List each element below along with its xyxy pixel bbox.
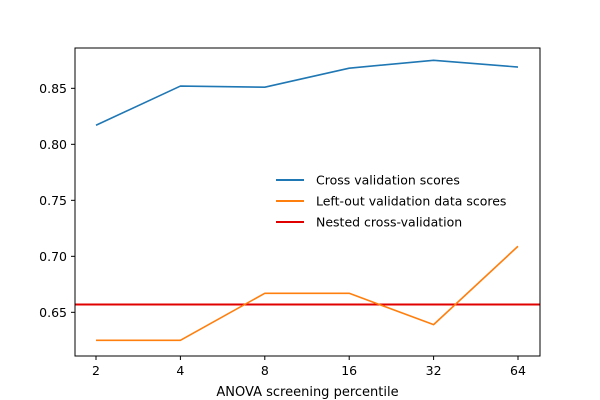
x-tick-label: 32 <box>426 363 442 378</box>
legend-label-3: Nested cross-validation <box>316 215 462 230</box>
x-tick-label: 2 <box>92 363 100 378</box>
legend: Cross validation scores Left-out validati… <box>276 173 506 230</box>
series-line-2 <box>96 245 519 342</box>
legend-label-2: Left-out validation data scores <box>316 194 506 209</box>
y-tick-label: 0.80 <box>39 137 67 152</box>
y-tick-label: 0.85 <box>39 81 67 96</box>
chart-marks <box>75 59 540 342</box>
x-tick-label: 64 <box>510 363 526 378</box>
x-tick-label: 4 <box>176 363 184 378</box>
y-axis: 0.65 0.70 0.75 0.80 0.85 <box>39 81 75 320</box>
x-tick-label: 8 <box>261 363 269 378</box>
series-line-1 <box>95 59 519 127</box>
y-tick-label: 0.75 <box>39 193 67 208</box>
y-tick-label: 0.65 <box>39 305 67 320</box>
x-tick-label: 16 <box>341 363 357 378</box>
x-axis-label: ANOVA screening percentile <box>216 385 398 400</box>
plot-frame <box>74 47 541 357</box>
y-tick-label: 0.70 <box>39 249 67 264</box>
legend-label-1: Cross validation scores <box>316 173 460 188</box>
x-axis: 2 4 8 16 32 64 <box>92 356 526 378</box>
